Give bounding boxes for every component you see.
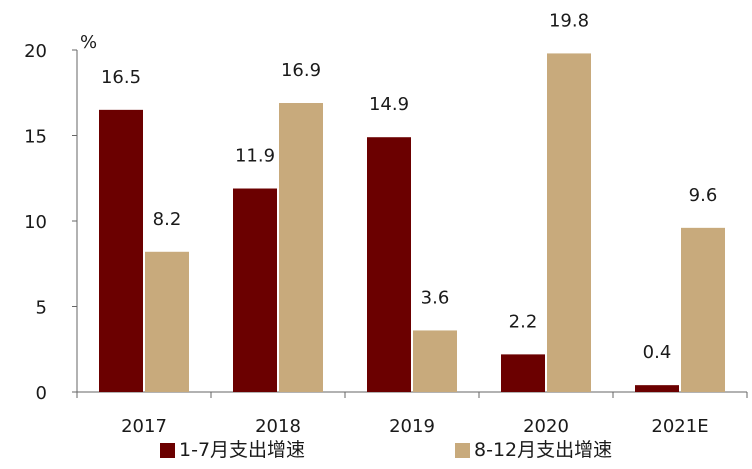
x-axis: 2017 2018 2019 2020 2021E: [76, 391, 748, 437]
legend-item-series-2: 8-12月支出增速: [455, 438, 612, 462]
bar-series-1-2017: [99, 109, 143, 392]
bar-series-1-2021E: [635, 385, 679, 392]
bar-series-2-2018: [279, 103, 323, 392]
y-axis-unit-label: %: [80, 32, 97, 53]
data-label: 9.6: [689, 185, 718, 206]
data-label: 14.9: [369, 94, 409, 115]
data-label: 16.9: [281, 60, 321, 81]
data-label: 19.8: [549, 10, 589, 31]
bar-series-2-2021E: [681, 227, 725, 392]
y-tick-label: 0: [36, 383, 47, 404]
legend: 1-7月支出增速 8-12月支出增速: [0, 438, 752, 466]
data-label: 2.2: [509, 311, 538, 332]
bar-series-2-2017: [145, 251, 189, 392]
bar-series-1-2018: [233, 188, 277, 392]
data-label: 0.4: [643, 342, 672, 363]
x-tick-label: 2019: [389, 416, 435, 437]
y-tick-label: 20: [24, 41, 47, 62]
x-tick-label: 2017: [121, 416, 167, 437]
bar-series-1-2020: [501, 354, 545, 392]
legend-label-series-2: 8-12月支出增速: [474, 439, 613, 461]
x-tick-label: 2020: [523, 416, 569, 437]
y-tick-label: 5: [36, 298, 47, 319]
data-labels: 16.5 11.9 14.9 2.2 0.4 8.2 16.9 3.6 19.8 9.6: [101, 10, 717, 363]
data-label: 16.5: [101, 67, 141, 88]
y-tick-label: 15: [24, 127, 47, 148]
data-label: 8.2: [153, 209, 182, 230]
x-tick-label: 2021E: [651, 416, 708, 437]
legend-item-series-1: 1-7月支出增速: [160, 438, 305, 462]
data-label: 11.9: [235, 146, 275, 167]
x-tick-label: 2018: [255, 416, 301, 437]
bar-series-2-2019: [413, 330, 457, 392]
data-label: 3.6: [421, 287, 450, 308]
legend-swatch-series-2: [455, 442, 470, 458]
y-axis: 0 5 10 15 20: [24, 41, 78, 404]
bar-series-2-2020: [547, 53, 591, 393]
legend-swatch-series-1: [160, 442, 175, 458]
legend-label-series-1: 1-7月支出增速: [179, 439, 306, 461]
y-tick-label: 10: [24, 212, 47, 233]
bars: [99, 53, 725, 393]
bar-series-1-2019: [367, 137, 411, 392]
